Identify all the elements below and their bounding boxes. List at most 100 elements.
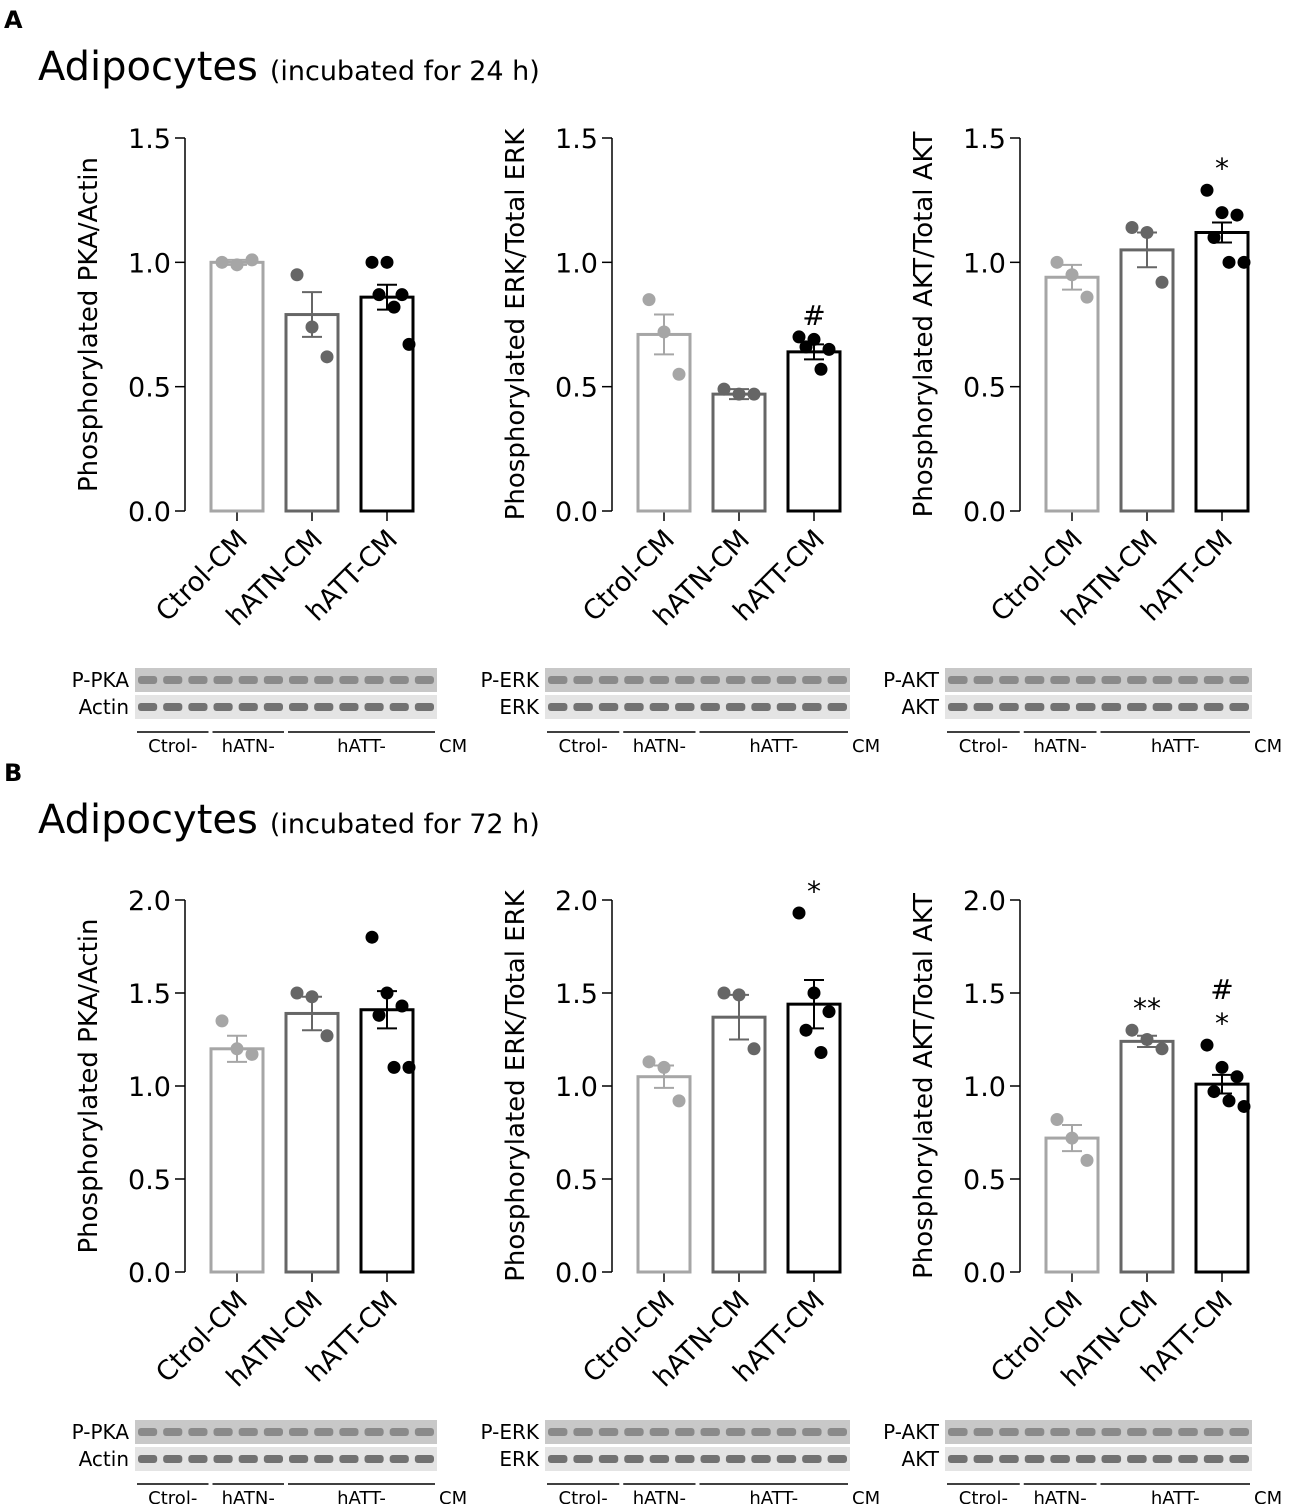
blot-band: [1127, 1455, 1147, 1463]
blot-band: [548, 703, 568, 711]
blot-band: [339, 703, 359, 711]
blot-band: [389, 1455, 409, 1463]
blot-band: [1075, 676, 1096, 684]
data-point: [1200, 1038, 1214, 1052]
data-point: [799, 340, 813, 354]
y-tick-label: 1.5: [128, 124, 171, 155]
y-tick-label: 0.0: [128, 1258, 171, 1289]
blot-band: [948, 1428, 968, 1436]
blot-band: [289, 703, 309, 711]
blot-band: [725, 1455, 746, 1463]
data-point: [290, 986, 304, 1000]
data-point: [320, 1029, 334, 1043]
bar: [786, 1002, 842, 1274]
data-point: [822, 1005, 836, 1019]
data-point: [305, 320, 319, 334]
data-point: [672, 367, 686, 381]
blot-row-label: P-AKT: [883, 1420, 940, 1444]
blot-row-label: P-AKT: [883, 668, 940, 692]
y-tick-label: 1.0: [963, 1072, 1006, 1103]
blot-band: [675, 1428, 695, 1436]
blot-suffix: CM: [1254, 1488, 1282, 1504]
bar: [1119, 248, 1175, 513]
data-point: [657, 1060, 671, 1074]
blot-band: [999, 676, 1019, 684]
data-point: [1155, 275, 1169, 289]
blot-group-label: hATN-: [1033, 736, 1086, 757]
blot-band: [1050, 676, 1070, 684]
blot-row-label: ERK: [499, 1447, 540, 1471]
blot-band: [1229, 676, 1249, 684]
blot-row: [945, 695, 1252, 719]
blot-band: [802, 1428, 822, 1436]
blot-band: [314, 676, 334, 684]
blot-band: [163, 676, 183, 684]
data-point: [372, 288, 386, 302]
blot-group-label: hATN-: [633, 1488, 686, 1504]
annotation: *: [1215, 1007, 1229, 1040]
y-tick-label: 1.0: [128, 1072, 171, 1103]
blot-band: [751, 676, 771, 684]
blot-band: [238, 703, 258, 711]
blot-band: [751, 1428, 771, 1436]
blot-band: [1152, 1455, 1173, 1463]
data-point: [814, 362, 828, 376]
blot-band: [700, 1455, 720, 1463]
blot-band: [573, 703, 593, 711]
data-point: [305, 990, 319, 1004]
blot-band: [1178, 1455, 1198, 1463]
blot-row: [945, 1447, 1252, 1471]
blot-band: [700, 703, 720, 711]
blot-band: [1178, 703, 1198, 711]
blot-band: [776, 1428, 797, 1436]
blot-band: [725, 676, 746, 684]
y-tick-label: 1.0: [963, 248, 1006, 279]
blot-band: [364, 1455, 384, 1463]
blot-row-label: AKT: [902, 1447, 940, 1471]
data-point: [1222, 255, 1236, 269]
blot-band: [389, 703, 409, 711]
bar: [711, 392, 767, 513]
blot-band: [1101, 703, 1122, 711]
blot-row: [545, 668, 850, 692]
panel-title: Adipocytes (incubated for 24 h): [38, 44, 540, 90]
blot-band: [624, 703, 644, 711]
blot-band: [1075, 703, 1096, 711]
blot-band: [213, 703, 233, 711]
data-point: [387, 1060, 401, 1074]
data-point: [1215, 206, 1229, 220]
blot-group-label: Ctrol-: [148, 1488, 197, 1504]
annotation: *: [1215, 152, 1229, 185]
bar: [1044, 275, 1100, 513]
blot-band: [1101, 676, 1122, 684]
y-tick-label: 1.0: [555, 248, 598, 279]
blot-row-label: AKT: [902, 695, 940, 719]
y-tick-label: 0.0: [963, 1258, 1006, 1289]
blot-band: [1178, 1428, 1198, 1436]
panel-label: B: [4, 759, 22, 787]
blot-band: [1203, 676, 1224, 684]
blot-band: [188, 703, 208, 711]
data-point: [1230, 1070, 1244, 1084]
y-tick-label: 0.5: [128, 373, 171, 404]
blot-band: [1229, 703, 1249, 711]
blot-band: [339, 676, 359, 684]
blot-band: [1203, 703, 1224, 711]
blot-band: [314, 1455, 334, 1463]
blot-band: [213, 1455, 233, 1463]
blot-band: [1203, 1455, 1224, 1463]
blot-band: [138, 1428, 158, 1436]
blot-band: [675, 1455, 695, 1463]
blot-band: [314, 1428, 334, 1436]
blot-band: [1229, 1428, 1249, 1436]
blot-band: [827, 1455, 847, 1463]
blot-band: [973, 1455, 994, 1463]
blot-row-label: ERK: [499, 695, 540, 719]
blot-band: [1152, 1428, 1173, 1436]
y-tick-label: 0.5: [963, 1165, 1006, 1196]
blot-band: [598, 676, 619, 684]
blot-band: [1024, 1455, 1045, 1463]
bar: [209, 260, 265, 513]
data-point: [672, 1094, 686, 1108]
blot-band: [700, 676, 720, 684]
